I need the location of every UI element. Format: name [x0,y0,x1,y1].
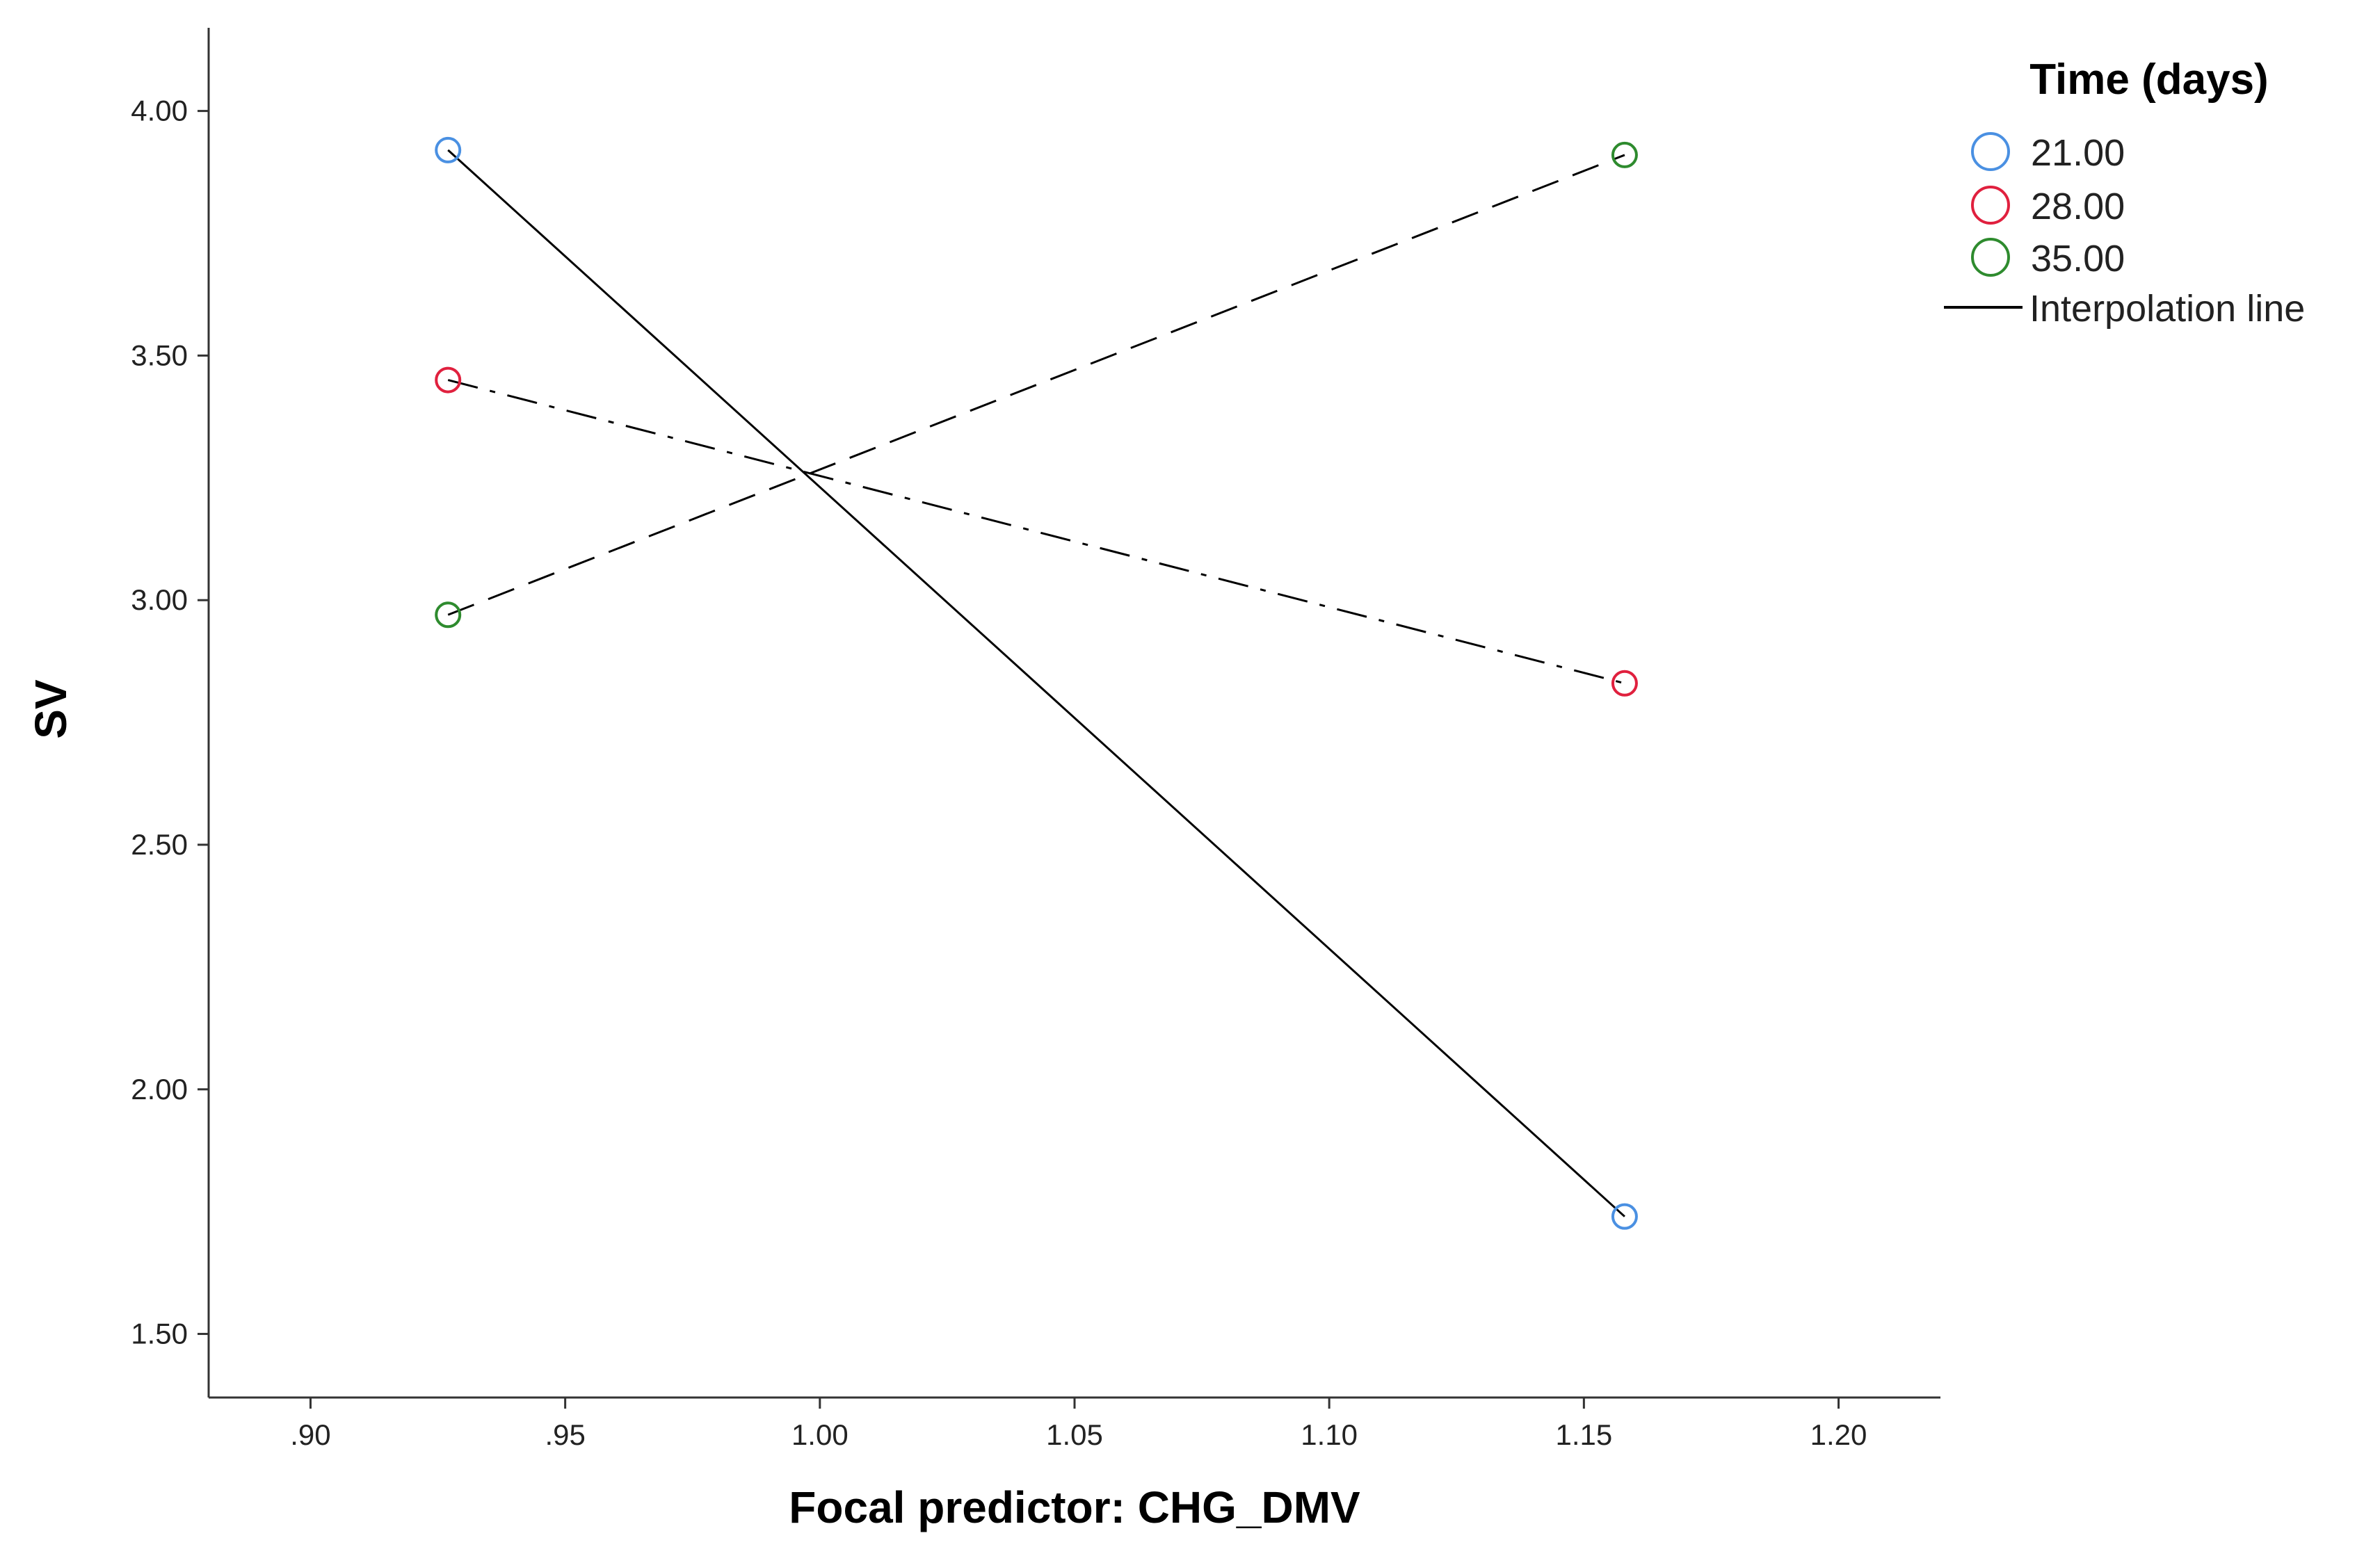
y-axis-ticks: 1.50 2.00 2.50 3.00 3.50 4.00 [131,95,209,1350]
y-tick-label: 3.00 [131,583,188,616]
x-tick-label: 1.10 [1301,1418,1358,1451]
series-line-21-00 [447,149,1625,1217]
data-point-21-00 [435,136,462,163]
legend-items: 21.00 28.00 35.00 [1971,132,2125,280]
data-point-35-00 [1611,141,1638,168]
x-tick-label: 1.05 [1046,1418,1103,1451]
data-point-21-00 [1611,1203,1638,1230]
y-axis-title: SV [26,679,76,739]
series-lines [447,149,1625,1217]
series-line-35-00 [447,154,1625,616]
data-point-28-00 [1611,670,1638,697]
legend-label-28-00: 28.00 [2031,186,2125,227]
series-points [435,136,1638,1230]
x-tick-label: 1.15 [1555,1418,1612,1451]
x-axis-ticks: .90 .95 1.00 1.05 1.10 1.15 1.20 [290,1398,1867,1451]
x-tick-label: .95 [545,1418,585,1451]
legend-interpolation-label: Interpolation line [2029,288,2305,330]
y-tick-label: 4.00 [131,95,188,127]
x-tick-label: .90 [290,1418,330,1451]
data-point-35-00 [435,601,462,629]
data-point-28-00 [435,366,462,394]
legend-label-35-00: 35.00 [2031,238,2125,280]
x-tick-label: 1.20 [1810,1418,1867,1451]
legend-title: Time (days) [2029,56,2268,104]
legend-marker-35-00 [1971,238,2010,277]
x-tick-label: 1.00 [791,1418,849,1451]
legend-marker-21-00 [1971,132,2010,171]
legend: Time (days) 21.00 28.00 35.00 Interpolatio… [1944,56,2305,330]
axes [207,28,1940,1399]
legend-marker-28-00 [1971,186,2010,225]
x-axis-title: Focal predictor: CHG_DMV [789,1482,1360,1532]
y-tick-label: 2.50 [131,828,188,861]
legend-label-21-00: 21.00 [2031,132,2125,174]
y-tick-label: 3.50 [131,339,188,371]
series-line-28-00 [447,379,1625,685]
y-tick-label: 1.50 [131,1318,188,1350]
y-tick-label: 2.00 [131,1073,188,1105]
